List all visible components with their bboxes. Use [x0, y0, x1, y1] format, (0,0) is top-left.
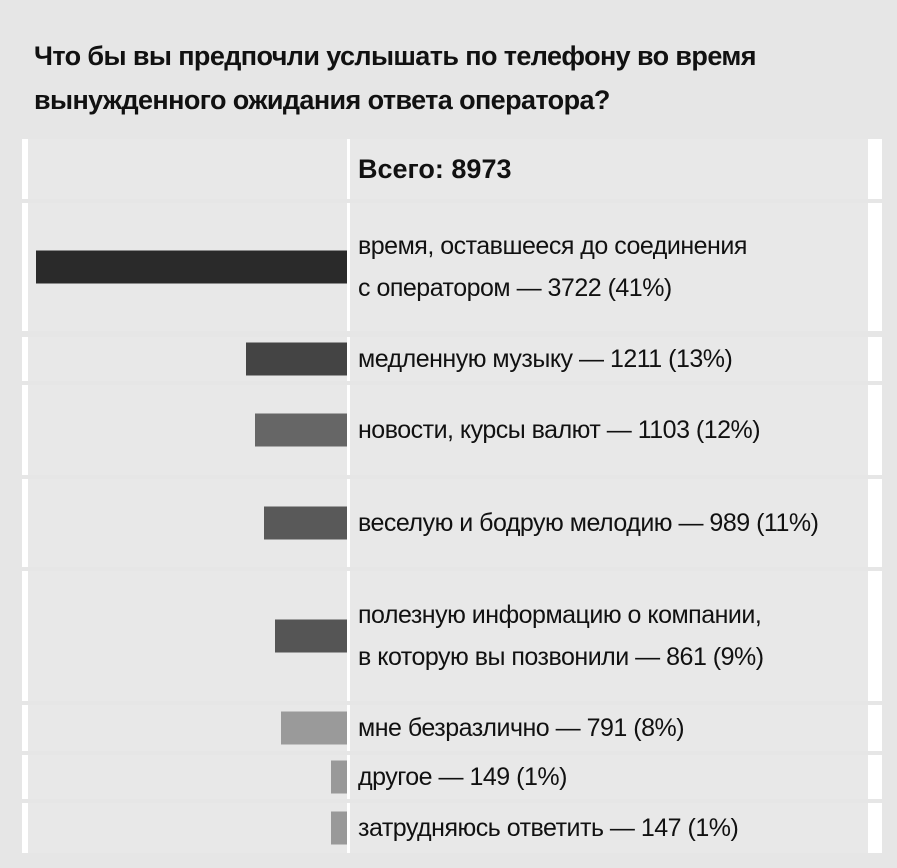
answer-bar	[36, 250, 347, 284]
answer-bar	[264, 506, 347, 540]
label-cell: веселую и бодрую мелодию — 989 (11%)	[350, 479, 868, 567]
answer-row: мне безразлично — 791 (8%)	[22, 705, 882, 751]
label-cell: полезную информацию о компании, в котору…	[350, 571, 868, 701]
answer-row: веселую и бодрую мелодию — 989 (11%)	[22, 479, 882, 567]
total-bar-cell	[28, 139, 347, 199]
answer-bar	[275, 619, 347, 653]
answer-row: затрудняюсь ответить — 147 (1%)	[22, 803, 882, 853]
answer-label: другое — 149 (1%)	[358, 763, 567, 791]
answer-label: полезную информацию о компании, в котору…	[358, 601, 764, 671]
bar-cell	[28, 755, 347, 799]
answer-row: время, оставшееся до соединения с операт…	[22, 203, 882, 331]
bar-cell	[28, 385, 347, 475]
label-cell: затрудняюсь ответить — 147 (1%)	[350, 803, 868, 853]
answer-row: полезную информацию о компании, в котору…	[22, 571, 882, 701]
answer-label: затрудняюсь ответить — 147 (1%)	[358, 814, 739, 842]
label-cell: медленную музыку — 1211 (13%)	[350, 337, 868, 381]
bar-cell	[28, 479, 347, 567]
total-label: Всего: 8973	[358, 153, 512, 184]
total-label-cell: Всего: 8973	[350, 139, 868, 199]
label-cell: время, оставшееся до соединения с операт…	[350, 203, 868, 331]
results-table: Всего: 8973 время, оставшееся до соедине…	[22, 135, 882, 857]
answer-label: веселую и бодрую мелодию — 989 (11%)	[358, 509, 819, 537]
answer-row: медленную музыку — 1211 (13%)	[22, 337, 882, 381]
bar-cell	[28, 803, 347, 853]
answer-bar	[331, 811, 347, 845]
bar-cell	[28, 571, 347, 701]
label-cell: мне безразлично — 791 (8%)	[350, 705, 868, 751]
answer-row: другое — 149 (1%)	[22, 755, 882, 799]
answer-label: медленную музыку — 1211 (13%)	[358, 345, 733, 373]
bar-cell	[28, 203, 347, 331]
bar-cell	[28, 337, 347, 381]
label-cell: новости, курсы валют — 1103 (12%)	[350, 385, 868, 475]
total-row: Всего: 8973	[22, 139, 882, 199]
answer-bar	[246, 342, 347, 376]
answer-bar	[281, 711, 347, 745]
bar-cell	[28, 705, 347, 751]
chart-title: Что бы вы предпочли услышать по телефону…	[34, 41, 757, 115]
answer-bar	[331, 760, 347, 794]
answer-row: новости, курсы валют — 1103 (12%)	[22, 385, 882, 475]
answer-bar	[255, 413, 347, 447]
answer-label: новости, курсы валют — 1103 (12%)	[358, 416, 761, 444]
answer-label: время, оставшееся до соединения с операт…	[358, 232, 747, 302]
label-cell: другое — 149 (1%)	[350, 755, 868, 799]
answer-label: мне безразлично — 791 (8%)	[358, 714, 685, 742]
